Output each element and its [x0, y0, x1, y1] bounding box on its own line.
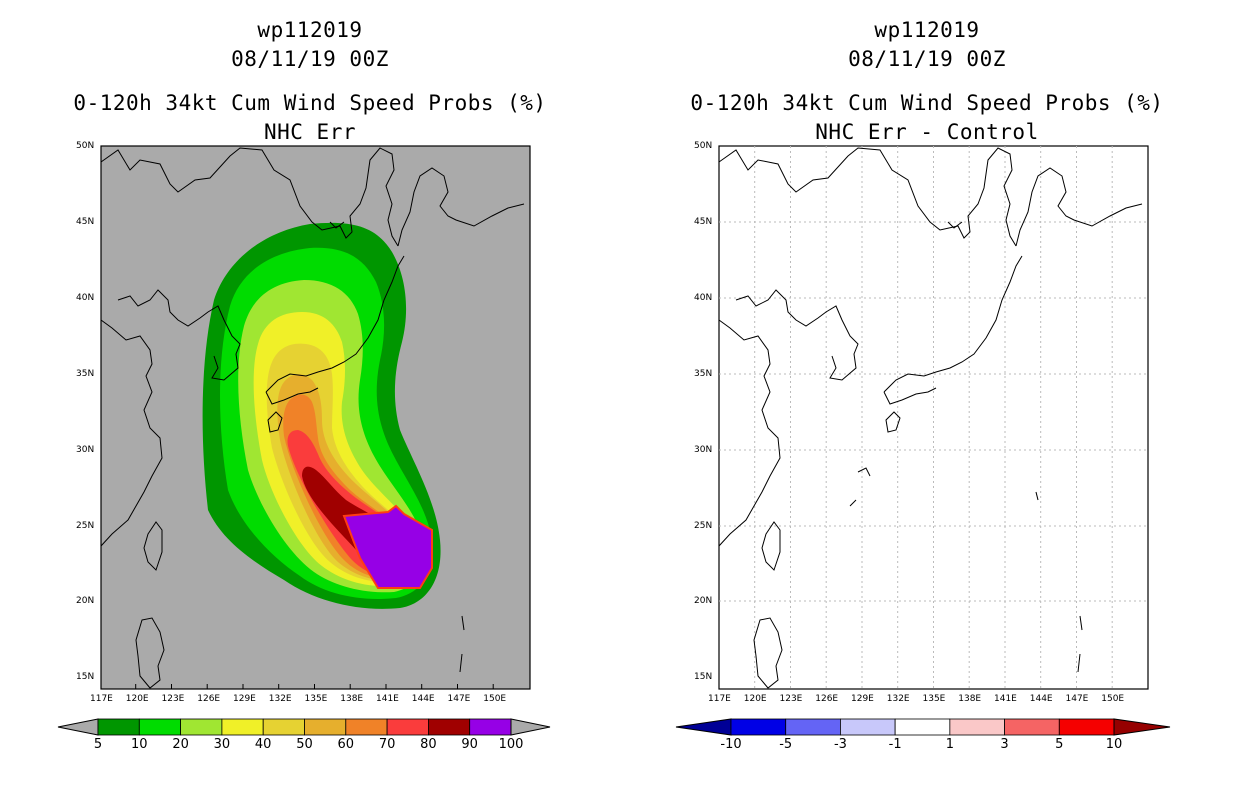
right-colorbar-box-1: [785, 718, 841, 736]
left-lat-label-35N: 35N: [76, 368, 95, 379]
right-lon-label-132E: 132E: [886, 694, 910, 704]
right-colorbar-label-5: 3: [1000, 737, 1009, 752]
right-colorbar-label-3: -1: [888, 737, 902, 752]
right-colorbar-label-2: -3: [833, 737, 847, 752]
left-lon-label-132E: 132E: [268, 694, 292, 704]
right-colorbar-box-3: [894, 718, 951, 736]
left-title-time: 08/11/19 00Z: [231, 47, 389, 71]
left-lon-label-150E: 150E: [483, 694, 507, 704]
left-lon-label-120E: 120E: [125, 694, 149, 704]
left-lat-label-30N: 30N: [76, 444, 95, 455]
right-lon-label-117E: 117E: [708, 694, 731, 704]
left-colorbar-label-10: 100: [498, 737, 524, 752]
right-lon-label-123E: 123E: [779, 694, 803, 704]
left-lon-label-123E: 123E: [161, 694, 185, 704]
right-colorbar-under-triangle: [675, 718, 732, 736]
left-colorbar-over-triangle: [510, 718, 551, 736]
left-coastlines: [100, 147, 525, 689]
left-lat-label-25N: 25N: [76, 520, 95, 531]
right-colorbar-label-4: 1: [945, 737, 954, 752]
left-title-sub: NHC Err: [263, 120, 356, 144]
right-lat-label-45N: 45N: [694, 216, 713, 227]
left-colorbar-label-7: 70: [378, 737, 396, 752]
right-lat-label-15N: 15N: [694, 672, 713, 683]
left-lon-label-126E: 126E: [197, 694, 221, 704]
right-lon-label-135E: 135E: [922, 694, 946, 704]
right-colorbar-label-6: 5: [1055, 737, 1064, 752]
left-title-id: wp112019: [257, 18, 363, 42]
right-colorbar-box-4: [949, 718, 1005, 736]
right-title-id: wp112019: [874, 18, 980, 42]
right-lon-label-129E: 129E: [851, 694, 874, 704]
right-lon-label-138E: 138E: [958, 694, 982, 704]
right-lat-label-40N: 40N: [694, 292, 713, 303]
left-lon-label-117E: 117E: [90, 694, 113, 704]
right-lat-label-35N: 35N: [694, 368, 713, 379]
right-lat-label-30N: 30N: [694, 444, 713, 455]
right-colorbar-label-1: -5: [779, 737, 793, 752]
right-gridlines: [719, 146, 1148, 689]
right-lon-label-126E: 126E: [815, 694, 839, 704]
left-lat-label-50N: 50N: [76, 141, 95, 151]
right-lat-label-20N: 20N: [694, 596, 713, 607]
right-colorbar-box-5: [1004, 718, 1060, 736]
right-title-sub: NHC Err - Control: [815, 120, 1039, 144]
left-map-svg: [100, 145, 531, 690]
left-colorbar-label-2: 20: [172, 737, 189, 752]
right-lat-label-25N: 25N: [694, 520, 713, 531]
right-colorbar-box-2: [840, 718, 896, 736]
right-coastlines: [718, 147, 1143, 689]
right-colorbar-label-7: 10: [1105, 737, 1123, 752]
left-lat-label-40N: 40N: [76, 292, 95, 303]
left-colorbar-label-9: 90: [461, 737, 478, 752]
right-title-time: 08/11/19 00Z: [848, 47, 1006, 71]
right-lon-label-150E: 150E: [1101, 694, 1125, 704]
left-lat-label-15N: 15N: [76, 672, 95, 683]
left-map-panel: [57, 145, 551, 736]
left-lon-label-147E: 147E: [447, 694, 471, 704]
left-colorbar-label-6: 60: [337, 737, 355, 752]
left-lon-label-141E: 141E: [376, 694, 399, 704]
left-colorbar-label-1: 10: [131, 737, 148, 752]
right-lon-label-147E: 147E: [1065, 694, 1089, 704]
left-colorbar-label-4: 40: [254, 737, 272, 752]
right-lon-label-141E: 141E: [994, 694, 1017, 704]
left-lat-label-45N: 45N: [76, 216, 95, 227]
right-colorbar-label-0: -10: [720, 737, 742, 752]
left-lon-label-129E: 129E: [233, 694, 256, 704]
left-colorbar: [57, 718, 551, 736]
left-colorbar-label-5: 50: [296, 737, 313, 752]
left-title-product: 0-120h 34kt Cum Wind Speed Probs (%): [73, 91, 547, 115]
left-lat-label-20N: 20N: [76, 596, 95, 607]
left-lon-label-138E: 138E: [340, 694, 364, 704]
left-colorbar-label-0: 5: [93, 737, 103, 752]
right-lon-label-120E: 120E: [743, 694, 767, 704]
left-lon-label-135E: 135E: [304, 694, 328, 704]
right-title-product: 0-120h 34kt Cum Wind Speed Probs (%): [690, 91, 1164, 115]
right-colorbar-box-0: [730, 718, 787, 736]
prob-band-100: [342, 504, 433, 589]
left-colorbar-label-8: 80: [420, 737, 437, 752]
right-colorbar-over-triangle: [1113, 718, 1171, 736]
left-lon-label-144E: 144E: [411, 694, 435, 704]
right-lat-label-50N: 50N: [694, 141, 713, 151]
right-lon-label-144E: 144E: [1029, 694, 1053, 704]
left-colorbar-label-3: 30: [213, 737, 231, 752]
right-colorbar-box-6: [1058, 718, 1115, 736]
left-lon-ticks: [135, 684, 494, 689]
